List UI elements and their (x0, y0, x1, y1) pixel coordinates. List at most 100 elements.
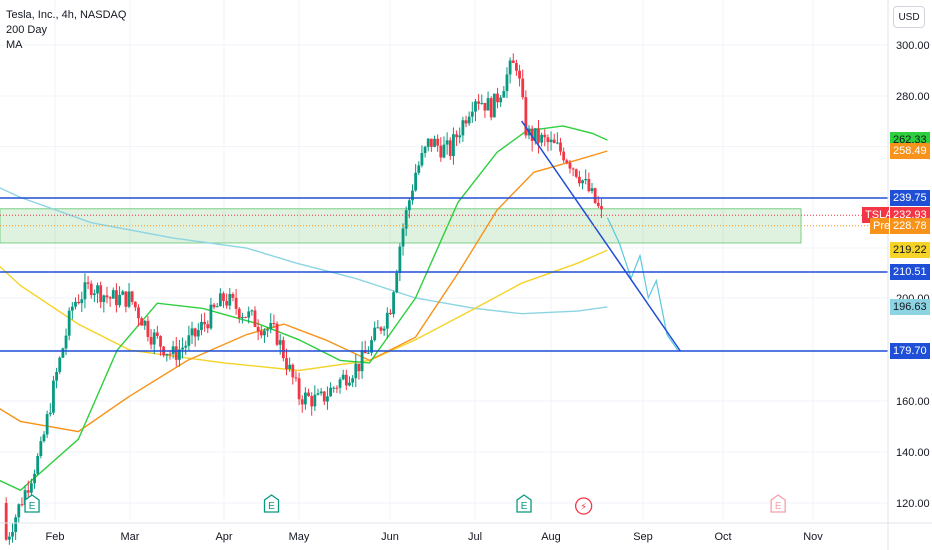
candle-body[interactable] (401, 228, 405, 247)
candle-body[interactable] (26, 490, 30, 493)
candle-body[interactable] (549, 139, 553, 143)
candle-body[interactable] (17, 504, 21, 518)
candle-body[interactable] (581, 180, 584, 184)
candle-body[interactable] (278, 340, 282, 345)
candle-body[interactable] (237, 308, 241, 319)
candle-body[interactable] (590, 188, 594, 192)
candle-body[interactable] (499, 97, 503, 103)
candle-body[interactable] (540, 134, 544, 143)
candle-body[interactable] (593, 188, 597, 203)
candle-body[interactable] (215, 306, 219, 308)
candle-body[interactable] (241, 316, 244, 319)
candle-body[interactable] (546, 137, 550, 143)
candle-body[interactable] (436, 138, 440, 146)
candle-body[interactable] (578, 176, 581, 184)
candle-body[interactable] (174, 346, 178, 360)
candle-body[interactable] (351, 378, 355, 383)
candle-body[interactable] (266, 329, 270, 331)
candle-body[interactable] (411, 190, 414, 201)
candle-body[interactable] (124, 291, 128, 307)
candle-body[interactable] (168, 353, 172, 355)
candle-body[interactable] (470, 111, 474, 117)
candle-body[interactable] (127, 291, 131, 307)
candle-body[interactable] (181, 347, 184, 350)
candle-body[interactable] (474, 101, 477, 112)
candle-body[interactable] (14, 517, 18, 533)
candle-body[interactable] (212, 304, 216, 308)
candle-body[interactable] (483, 102, 487, 111)
candle-body[interactable] (414, 172, 418, 191)
earnings-marker-icon[interactable] (516, 494, 532, 513)
candle-body[interactable] (423, 146, 427, 154)
candle-body[interactable] (461, 120, 465, 136)
candle-body[interactable] (574, 169, 578, 177)
candle-body[interactable] (259, 331, 263, 336)
earnings-marker-icon[interactable] (770, 494, 786, 513)
descending-trendline[interactable] (520, 120, 681, 352)
candle-body[interactable] (543, 134, 547, 138)
candle-body[interactable] (206, 324, 210, 329)
candle-body[interactable] (67, 310, 71, 336)
projection-line[interactable] (606, 217, 679, 351)
candle-body[interactable] (250, 310, 254, 312)
candle-body[interactable] (502, 91, 506, 98)
candle-body[interactable] (376, 327, 380, 329)
candle-body[interactable] (89, 283, 93, 296)
candle-body[interactable] (429, 138, 433, 147)
candle-body[interactable] (455, 134, 458, 138)
candle-body[interactable] (420, 153, 424, 166)
candle-body[interactable] (596, 202, 600, 207)
candle-body[interactable] (86, 282, 90, 284)
candle-body[interactable] (448, 140, 452, 156)
candle-body[interactable] (379, 327, 383, 331)
candle-body[interactable] (105, 295, 109, 298)
candle-body[interactable] (496, 93, 499, 103)
candle-body[interactable] (275, 323, 279, 345)
candle-body[interactable] (518, 70, 521, 79)
candle-body[interactable] (439, 145, 443, 158)
candle-body[interactable] (45, 414, 49, 435)
candle-body[interactable] (303, 392, 307, 405)
candle-body[interactable] (300, 399, 304, 405)
candle-body[interactable] (537, 128, 540, 143)
candle-body[interactable] (159, 336, 162, 347)
candle-body[interactable] (530, 128, 534, 141)
candle-body[interactable] (61, 348, 65, 358)
candle-body[interactable] (92, 293, 96, 296)
candle-body[interactable] (467, 116, 471, 124)
candle-body[interactable] (165, 353, 169, 356)
candle-body[interactable] (225, 300, 229, 306)
candle-body[interactable] (263, 330, 266, 336)
candle-body[interactable] (442, 144, 446, 158)
candle-body[interactable] (190, 328, 194, 336)
candle-body[interactable] (480, 102, 484, 104)
candle-body[interactable] (389, 312, 392, 315)
candle-body[interactable] (11, 532, 14, 537)
candle-body[interactable] (326, 396, 329, 402)
candle-body[interactable] (307, 392, 310, 397)
candle-body[interactable] (288, 364, 292, 370)
candle-body[interactable] (228, 294, 232, 306)
candle-body[interactable] (562, 151, 566, 161)
candle-body[interactable] (600, 206, 603, 210)
candle-body[interactable] (452, 134, 455, 156)
candle-body[interactable] (23, 490, 27, 505)
candle-body[interactable] (382, 328, 386, 331)
candle-body[interactable] (568, 162, 572, 169)
candle-body[interactable] (39, 441, 43, 456)
candle-body[interactable] (392, 292, 395, 315)
candle-body[interactable] (492, 93, 496, 118)
candle-body[interactable] (234, 297, 238, 309)
candle-body[interactable] (152, 332, 156, 345)
candle-body[interactable] (385, 312, 389, 329)
candle-body[interactable] (404, 210, 408, 229)
candle-body[interactable] (33, 473, 36, 484)
candle-body[interactable] (354, 363, 358, 379)
candle-body[interactable] (360, 350, 364, 372)
candle-body[interactable] (373, 327, 377, 341)
candle-body[interactable] (559, 142, 562, 152)
candle-body[interactable] (458, 135, 462, 138)
candle-body[interactable] (370, 340, 373, 353)
candle-body[interactable] (121, 291, 125, 295)
